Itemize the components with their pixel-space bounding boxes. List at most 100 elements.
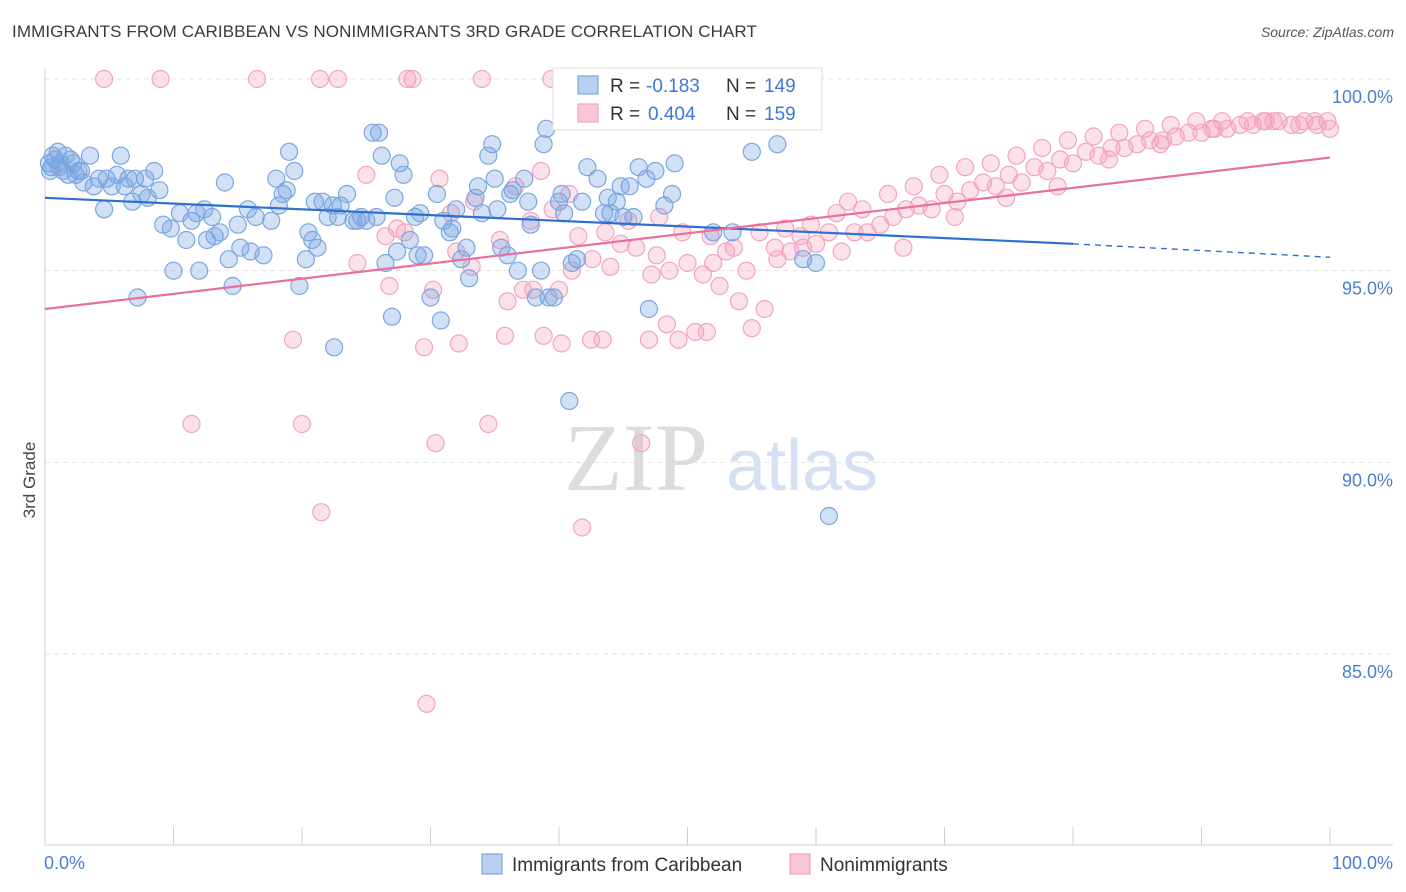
point-caribbean [370, 123, 389, 142]
point-nonimmigrants [611, 234, 630, 253]
point-caribbean [49, 158, 69, 177]
point-caribbean [447, 200, 466, 219]
point-nonimmigrants [328, 69, 348, 89]
point-nonimmigrants [449, 334, 468, 353]
point-nonimmigrants [955, 158, 975, 177]
point-nonimmigrants [430, 169, 449, 188]
point-caribbean [415, 246, 434, 265]
point-caribbean [637, 169, 656, 188]
point-caribbean [210, 223, 229, 242]
point-caribbean [308, 238, 327, 257]
point-caribbean [488, 200, 507, 219]
point-caribbean [385, 188, 404, 207]
point-caribbean [508, 261, 528, 280]
point-nonimmigrants [310, 69, 330, 89]
y-tick-label: 85.0% [1342, 662, 1393, 682]
point-caribbean [552, 184, 571, 204]
point-caribbean [614, 207, 633, 227]
point-caribbean [376, 253, 395, 273]
data-points [39, 69, 1340, 713]
series-legend-label-pink: Nonimmigrants [820, 855, 948, 876]
series-legend-swatch-pink [789, 853, 811, 875]
point-caribbean [328, 207, 348, 227]
point-caribbean [460, 269, 479, 288]
point-nonimmigrants [1305, 112, 1324, 131]
point-nonimmigrants [678, 253, 697, 273]
point-caribbean [468, 177, 488, 196]
point-caribbean [305, 192, 324, 211]
point-caribbean [515, 169, 534, 188]
pink-r-label: R = [610, 104, 640, 125]
point-nonimmigrants [845, 223, 864, 242]
point-caribbean [161, 219, 180, 238]
point-nonimmigrants [292, 414, 312, 434]
point-caribbean [501, 184, 520, 204]
point-caribbean [372, 146, 391, 165]
series-legend-label-blue: Immigrants from Caribbean [512, 855, 742, 876]
point-nonimmigrants [791, 227, 810, 246]
point-caribbean [394, 165, 413, 184]
point-caribbean [611, 177, 630, 196]
grid-lines [45, 78, 1393, 655]
blue-r-value: -0.183 [646, 76, 700, 97]
point-caribbean [479, 146, 498, 165]
point-caribbean [277, 181, 296, 200]
point-nonimmigrants [398, 69, 417, 89]
blue-r-label: R = [610, 76, 640, 97]
point-nonimmigrants [657, 315, 677, 334]
point-caribbean [560, 391, 579, 411]
trend-lines [44, 156, 1331, 311]
point-caribbean [594, 204, 614, 223]
point-nonimmigrants [697, 322, 716, 342]
point-caribbean [285, 161, 304, 181]
point-caribbean [819, 506, 839, 526]
point-nonimmigrants [838, 192, 858, 211]
point-caribbean [390, 154, 409, 173]
point-nonimmigrants [348, 253, 367, 273]
point-nonimmigrants [1140, 131, 1160, 150]
point-nonimmigrants [1012, 173, 1031, 192]
point-nonimmigrants [1058, 131, 1078, 150]
y-axis-label: 3rd Grade [20, 442, 39, 519]
point-caribbean [190, 261, 209, 280]
point-nonimmigrants [426, 434, 445, 453]
point-nonimmigrants [639, 330, 659, 349]
point-caribbean [382, 307, 402, 326]
point-caribbean [40, 161, 60, 181]
point-caribbean [219, 250, 238, 269]
point-nonimmigrants [552, 334, 571, 353]
point-nonimmigrants [878, 184, 898, 204]
point-caribbean [262, 211, 281, 230]
point-nonimmigrants [1202, 119, 1221, 138]
point-nonimmigrants [729, 292, 749, 311]
point-nonimmigrants [498, 292, 517, 311]
point-caribbean [624, 207, 643, 227]
pink-r-value: 0.404 [648, 104, 696, 125]
point-caribbean [348, 211, 367, 230]
point-nonimmigrants [1063, 154, 1083, 173]
point-nonimmigrants [472, 69, 491, 89]
x-tick-label-right: 100.0% [1332, 853, 1393, 873]
point-nonimmigrants [601, 257, 620, 276]
point-nonimmigrants [647, 246, 666, 265]
point-caribbean [246, 207, 265, 227]
point-nonimmigrants [543, 200, 562, 219]
watermark-atlas: atlas [726, 426, 878, 506]
point-nonimmigrants [1135, 119, 1155, 138]
point-nonimmigrants [1290, 115, 1309, 135]
point-nonimmigrants [1110, 123, 1129, 142]
point-caribbean [483, 135, 502, 154]
point-caribbean [562, 253, 582, 273]
point-caribbean [466, 188, 485, 207]
point-nonimmigrants [704, 253, 723, 273]
point-caribbean [408, 246, 427, 265]
watermark: ZIP atlas [564, 404, 878, 511]
point-nonimmigrants [1099, 150, 1119, 169]
point-caribbean [94, 200, 114, 219]
point-caribbean [598, 188, 617, 207]
point-nonimmigrants [693, 265, 713, 284]
point-nonimmigrants [1038, 161, 1057, 181]
point-caribbean [534, 135, 553, 154]
point-caribbean [164, 261, 183, 280]
point-nonimmigrants [479, 414, 498, 434]
